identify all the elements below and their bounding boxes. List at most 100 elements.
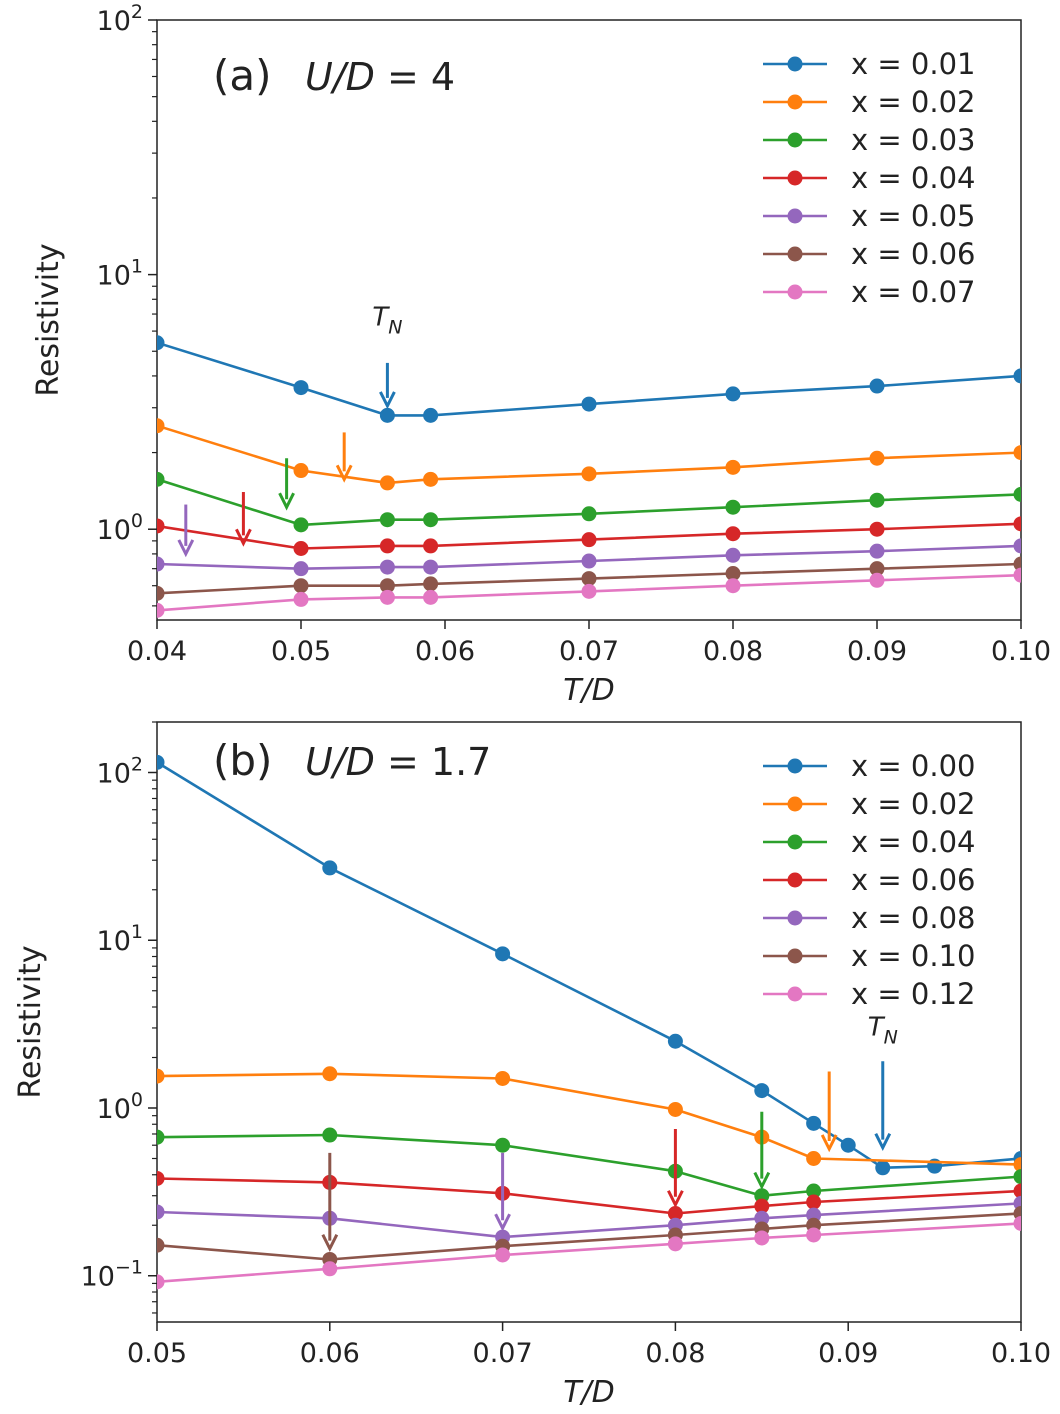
- legend-marker: [787, 834, 803, 850]
- x-tick-label: 0.09: [818, 1338, 878, 1369]
- data-point: [806, 1194, 822, 1210]
- tn-arrow: [874, 1061, 892, 1152]
- data-point: [725, 526, 741, 542]
- tn-arrow: [494, 1152, 511, 1232]
- y-tick-base: 10: [97, 6, 131, 37]
- data-point: [495, 1070, 511, 1086]
- data-point: [157, 754, 165, 770]
- y-tick-exponent: 2: [131, 753, 143, 775]
- legend: x = 0.01 x = 0.02 x = 0.03 x = 0.04 x = 0.05…: [763, 47, 975, 309]
- y-tick-exponent: 1: [131, 921, 143, 943]
- data-point: [581, 571, 597, 587]
- y-tick-base: 10: [97, 758, 131, 789]
- data-point: [725, 499, 741, 515]
- legend-entry: x = 0.02: [763, 787, 975, 821]
- legend-label: x = 0.01: [851, 47, 975, 81]
- series-line: [157, 424, 1021, 485]
- data-point: [1013, 368, 1021, 384]
- data-point: [806, 1183, 822, 1199]
- data-point: [293, 517, 309, 533]
- legend-marker: [787, 208, 803, 224]
- data-point: [157, 1274, 165, 1290]
- title-value: = 1.7: [375, 740, 491, 784]
- data-point: [423, 512, 439, 528]
- data-point: [379, 512, 395, 528]
- legend: x = 0.00 x = 0.02 x = 0.04 x = 0.06 x = 0.08…: [763, 749, 975, 1011]
- data-point: [667, 1236, 683, 1252]
- series-0.02: [157, 418, 1021, 491]
- legend-marker: [787, 872, 803, 888]
- y-tick-exponent: 0: [131, 1089, 143, 1111]
- y-tick-base: 10: [81, 1262, 115, 1293]
- data-point: [581, 466, 597, 482]
- data-point: [157, 418, 165, 434]
- series-line: [157, 1072, 1021, 1166]
- legend-entry: x = 0.06: [763, 863, 975, 897]
- series-line: [157, 478, 1021, 527]
- legend-label: x = 0.05: [851, 199, 975, 233]
- series-line: [157, 761, 1021, 1170]
- plot-area: [157, 335, 1021, 618]
- data-point: [157, 518, 165, 534]
- arrow-head: [321, 1234, 339, 1253]
- data-point: [667, 1101, 683, 1117]
- panel-label: (a): [213, 51, 272, 100]
- data-point: [293, 540, 309, 556]
- arrow-head: [335, 464, 353, 483]
- y-tick-label: 101: [97, 256, 143, 292]
- legend-marker: [787, 56, 803, 72]
- data-point: [157, 1204, 165, 1220]
- legend-label: x = 0.12: [851, 977, 975, 1011]
- data-point: [379, 475, 395, 491]
- title-variable: U/D: [305, 740, 375, 784]
- data-point: [725, 386, 741, 402]
- data-point: [293, 380, 309, 396]
- legend-label: x = 0.04: [851, 161, 975, 195]
- x-tick-label: 0.08: [645, 1338, 705, 1369]
- y-tick-base: 10: [97, 515, 131, 546]
- x-tick-label: 0.06: [300, 1338, 360, 1369]
- data-point: [806, 1150, 822, 1166]
- arrow-head: [820, 1134, 838, 1153]
- data-point: [1013, 556, 1021, 572]
- series-line: [157, 573, 1021, 612]
- legend-label: x = 0.00: [851, 749, 975, 783]
- arrow-head: [278, 492, 295, 511]
- data-point: [725, 459, 741, 475]
- legend-marker: [787, 246, 803, 262]
- data-point: [495, 1137, 511, 1153]
- arrow-head: [874, 1133, 892, 1152]
- data-point: [1013, 538, 1021, 554]
- y-tick-label: 100: [97, 1089, 143, 1125]
- y-axis-label: Resistivity: [13, 945, 48, 1098]
- legend-entry: x = 0.10: [763, 939, 975, 973]
- data-point: [1013, 516, 1021, 532]
- tn-arrow: [753, 1111, 771, 1190]
- axes-frame: [156, 721, 1022, 1323]
- series-0.07: [157, 567, 1021, 618]
- series-0.01: [157, 335, 1021, 423]
- x-axis-label: T/D: [563, 673, 615, 708]
- tn-arrow: [321, 1152, 339, 1253]
- data-point: [495, 1247, 511, 1263]
- legend-entry: x = 0.04: [763, 825, 975, 859]
- tn-arrow: [335, 432, 353, 483]
- legend-entry: x = 0.00: [763, 749, 975, 783]
- data-point: [725, 547, 741, 563]
- series-0.06: [157, 1170, 1021, 1222]
- legend-label: x = 0.06: [851, 863, 975, 897]
- data-point: [1013, 486, 1021, 502]
- arrow-head: [177, 539, 195, 558]
- x-tick-label: 0.06: [415, 636, 475, 667]
- legend-marker: [787, 948, 803, 964]
- x-tick-label: 0.05: [271, 636, 331, 667]
- legend-marker: [787, 170, 803, 186]
- legend-label: x = 0.03: [851, 123, 975, 157]
- data-point: [806, 1115, 822, 1131]
- y-tick-exponent: −1: [115, 1257, 143, 1279]
- tn-arrow: [820, 1071, 838, 1153]
- y-tick-label: 100: [97, 510, 143, 546]
- data-point: [581, 396, 597, 412]
- data-point: [1013, 1169, 1021, 1185]
